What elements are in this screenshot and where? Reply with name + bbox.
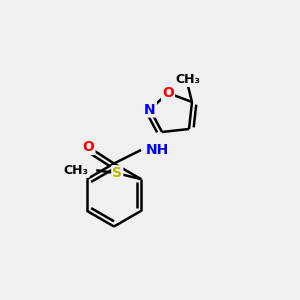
Text: S: S: [112, 166, 122, 180]
Text: O: O: [82, 140, 94, 154]
Text: O: O: [162, 86, 174, 100]
Text: NH: NH: [146, 143, 169, 157]
Text: CH₃: CH₃: [175, 73, 200, 86]
Text: CH₃: CH₃: [64, 164, 89, 177]
Text: N: N: [144, 103, 156, 116]
